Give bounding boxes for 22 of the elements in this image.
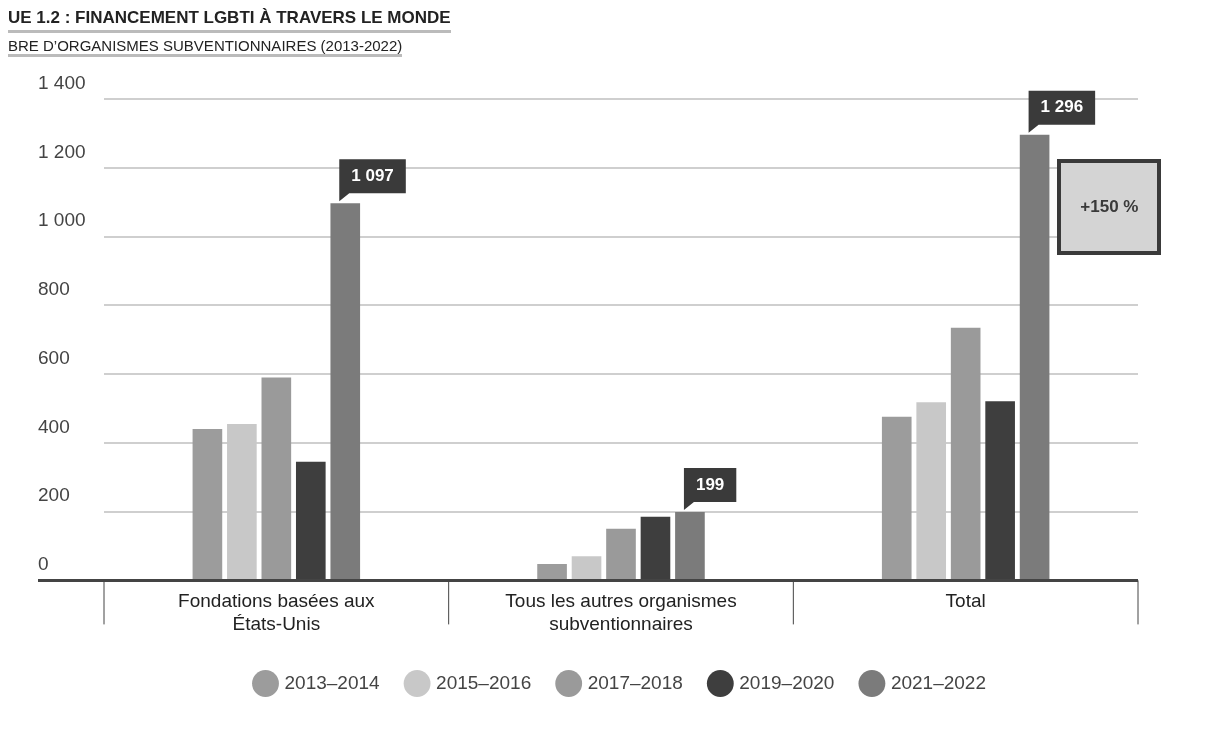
y-tick-label: 800 xyxy=(38,278,70,300)
data-label: 199 xyxy=(695,474,725,494)
y-tick-label: 200 xyxy=(38,484,70,506)
y-tick-label: 1 200 xyxy=(38,140,86,162)
legend-label: 2017–2018 xyxy=(587,671,683,693)
callout-box: +150 % xyxy=(1057,158,1162,255)
x-tick-label: Fondations basées aux États-Unis xyxy=(178,590,376,634)
chart-title: UE 1.2 : FINANCEMENT LGBTI À TRAVERS LE MONDE xyxy=(8,8,451,33)
legend-label: 2013–2014 xyxy=(284,671,381,693)
y-tick-label: 400 xyxy=(38,415,70,437)
y-tick-label: 600 xyxy=(38,346,70,368)
legend-label: 2021–2022 xyxy=(890,671,987,693)
legend-label: 2019–2020 xyxy=(739,671,835,693)
data-label: 1 296 xyxy=(1040,97,1084,117)
x-tick-label: Tous les autres organismes subventionnaires xyxy=(505,590,737,634)
y-tick-label: 0 xyxy=(38,553,49,575)
x-tick-label: Total xyxy=(945,590,986,612)
y-tick-label: 1 400 xyxy=(38,71,86,93)
chart-subtitle: BRE D’ORGANISMES SUBVENTIONNAIRES (2013-2022) xyxy=(8,37,403,57)
y-tick-label: 1 000 xyxy=(38,209,86,231)
data-label: 1 097 xyxy=(351,165,394,185)
legend-label: 2015–2016 xyxy=(436,671,532,693)
